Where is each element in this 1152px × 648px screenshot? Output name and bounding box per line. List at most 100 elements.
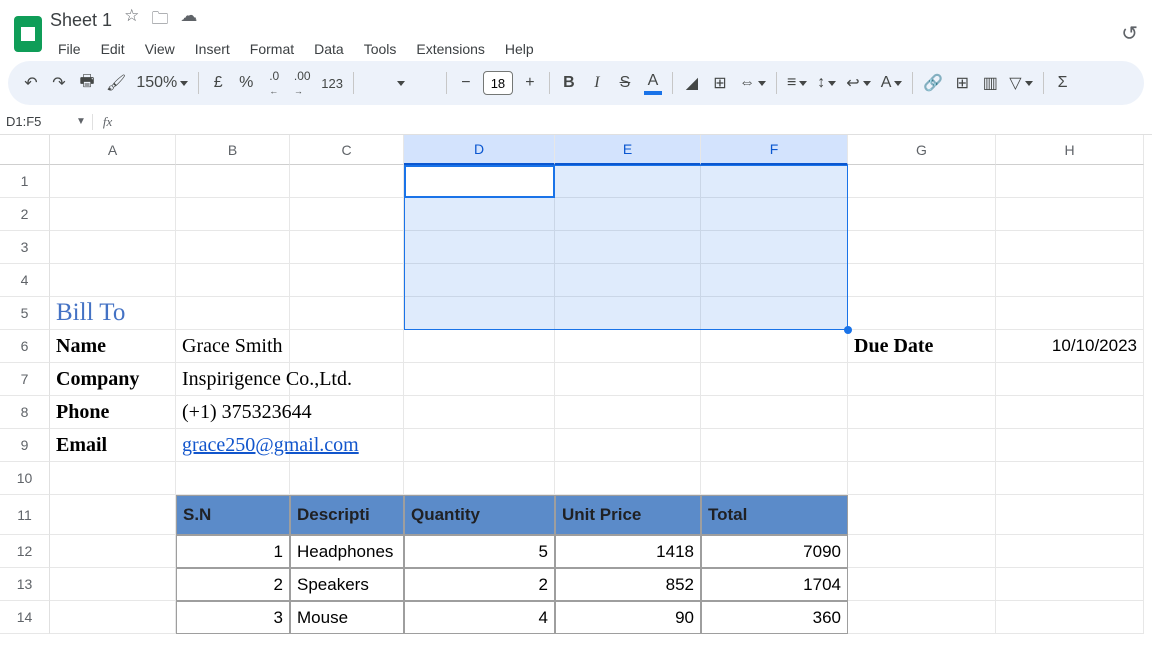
move-folder-icon[interactable]: 🗀	[151, 6, 168, 35]
sheets-logo-icon[interactable]	[14, 16, 42, 52]
cell-C11[interactable]: Descripti	[290, 495, 404, 535]
cell-H3[interactable]	[996, 231, 1144, 264]
cell-A6[interactable]: Name	[50, 330, 176, 363]
menu-help[interactable]: Help	[497, 37, 542, 61]
cell-D4[interactable]	[404, 264, 555, 297]
column-header-C[interactable]: C	[290, 135, 404, 165]
cell-B8[interactable]: (+1) 375323644	[176, 396, 290, 429]
cell-C3[interactable]	[290, 231, 404, 264]
cell-D1[interactable]	[404, 165, 555, 198]
decrease-font-icon[interactable]: −	[453, 68, 479, 98]
cell-H4[interactable]	[996, 264, 1144, 297]
menu-insert[interactable]: Insert	[187, 37, 238, 61]
increase-font-icon[interactable]: +	[517, 68, 543, 98]
cell-D13[interactable]: 2	[404, 568, 555, 601]
cell-C8[interactable]	[290, 396, 404, 429]
cell-D5[interactable]	[404, 297, 555, 330]
cell-H5[interactable]	[996, 297, 1144, 330]
strikethrough-icon[interactable]: S	[612, 68, 638, 98]
cell-H2[interactable]	[996, 198, 1144, 231]
cell-G3[interactable]	[848, 231, 996, 264]
cell-E1[interactable]	[555, 165, 701, 198]
font-family-select[interactable]	[360, 68, 440, 98]
menu-view[interactable]: View	[137, 37, 183, 61]
cell-B5[interactable]	[176, 297, 290, 330]
cell-A10[interactable]	[50, 462, 176, 495]
print-icon[interactable]: 🖶	[74, 68, 100, 98]
row-header-8[interactable]: 8	[0, 396, 50, 429]
cell-A7[interactable]: Company	[50, 363, 176, 396]
cell-A13[interactable]	[50, 568, 176, 601]
cell-B10[interactable]	[176, 462, 290, 495]
cell-H13[interactable]	[996, 568, 1144, 601]
column-header-E[interactable]: E	[555, 135, 701, 165]
cell-B7[interactable]: Inspirigence Co.,Ltd.	[176, 363, 290, 396]
insert-comment-icon[interactable]: ⊞	[949, 68, 975, 98]
italic-icon[interactable]: I	[584, 68, 610, 98]
cell-A9[interactable]: Email	[50, 429, 176, 462]
column-header-H[interactable]: H	[996, 135, 1144, 165]
row-header-7[interactable]: 7	[0, 363, 50, 396]
cell-C1[interactable]	[290, 165, 404, 198]
cell-B6[interactable]: Grace Smith	[176, 330, 290, 363]
cell-G6[interactable]: Due Date	[848, 330, 996, 363]
cell-C9[interactable]	[290, 429, 404, 462]
cell-A8[interactable]: Phone	[50, 396, 176, 429]
cell-G8[interactable]	[848, 396, 996, 429]
cell-C6[interactable]	[290, 330, 404, 363]
cell-D6[interactable]	[404, 330, 555, 363]
cell-C4[interactable]	[290, 264, 404, 297]
horizontal-align-icon[interactable]: ≡	[783, 68, 811, 98]
cell-A4[interactable]	[50, 264, 176, 297]
cell-F10[interactable]	[701, 462, 848, 495]
formula-bar[interactable]	[118, 109, 1152, 134]
cell-B11[interactable]: S.N	[176, 495, 290, 535]
cell-H12[interactable]	[996, 535, 1144, 568]
star-icon[interactable]: ☆	[124, 6, 139, 35]
cell-H6[interactable]: 10/10/2023	[996, 330, 1144, 363]
redo-icon[interactable]: ↷	[46, 68, 72, 98]
cell-D2[interactable]	[404, 198, 555, 231]
cell-G7[interactable]	[848, 363, 996, 396]
cell-G4[interactable]	[848, 264, 996, 297]
cell-E4[interactable]	[555, 264, 701, 297]
font-size-input[interactable]	[483, 71, 513, 95]
cell-B3[interactable]	[176, 231, 290, 264]
currency-icon[interactable]: £	[205, 68, 231, 98]
cell-A1[interactable]	[50, 165, 176, 198]
cell-B2[interactable]	[176, 198, 290, 231]
cell-F3[interactable]	[701, 231, 848, 264]
cell-F13[interactable]: 1704	[701, 568, 848, 601]
bold-icon[interactable]: B	[556, 68, 582, 98]
insert-link-icon[interactable]: 🔗	[919, 68, 947, 98]
row-header-2[interactable]: 2	[0, 198, 50, 231]
text-wrap-icon[interactable]: ↩	[842, 68, 874, 98]
cell-A12[interactable]	[50, 535, 176, 568]
cell-A3[interactable]	[50, 231, 176, 264]
cell-E10[interactable]	[555, 462, 701, 495]
decrease-decimal-icon[interactable]: .0←	[261, 68, 287, 98]
cell-H10[interactable]	[996, 462, 1144, 495]
selection-handle[interactable]	[844, 326, 852, 334]
cell-D14[interactable]: 4	[404, 601, 555, 634]
menu-tools[interactable]: Tools	[356, 37, 405, 61]
cell-H7[interactable]	[996, 363, 1144, 396]
menu-file[interactable]: File	[50, 37, 89, 61]
cell-C14[interactable]: Mouse	[290, 601, 404, 634]
functions-icon[interactable]: Σ	[1050, 68, 1076, 98]
cell-G11[interactable]	[848, 495, 996, 535]
fill-color-icon[interactable]: ◢	[679, 68, 705, 98]
column-header-B[interactable]: B	[176, 135, 290, 165]
row-header-1[interactable]: 1	[0, 165, 50, 198]
cell-E8[interactable]	[555, 396, 701, 429]
create-filter-icon[interactable]: ▽	[1005, 68, 1036, 98]
cell-H8[interactable]	[996, 396, 1144, 429]
cell-E12[interactable]: 1418	[555, 535, 701, 568]
cell-G1[interactable]	[848, 165, 996, 198]
increase-decimal-icon[interactable]: .00→	[289, 68, 315, 98]
cell-A14[interactable]	[50, 601, 176, 634]
text-color-icon[interactable]: A	[640, 68, 666, 98]
cell-B14[interactable]: 3	[176, 601, 290, 634]
column-header-D[interactable]: D	[404, 135, 555, 165]
cell-C13[interactable]: Speakers	[290, 568, 404, 601]
